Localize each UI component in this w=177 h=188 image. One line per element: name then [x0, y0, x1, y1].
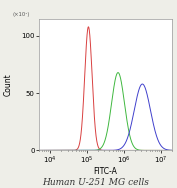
X-axis label: FITC-A: FITC-A [93, 167, 117, 176]
Y-axis label: Count: Count [3, 73, 12, 96]
Text: Human U-251 MG cells: Human U-251 MG cells [42, 178, 149, 187]
Text: (×10¹): (×10¹) [12, 12, 30, 17]
